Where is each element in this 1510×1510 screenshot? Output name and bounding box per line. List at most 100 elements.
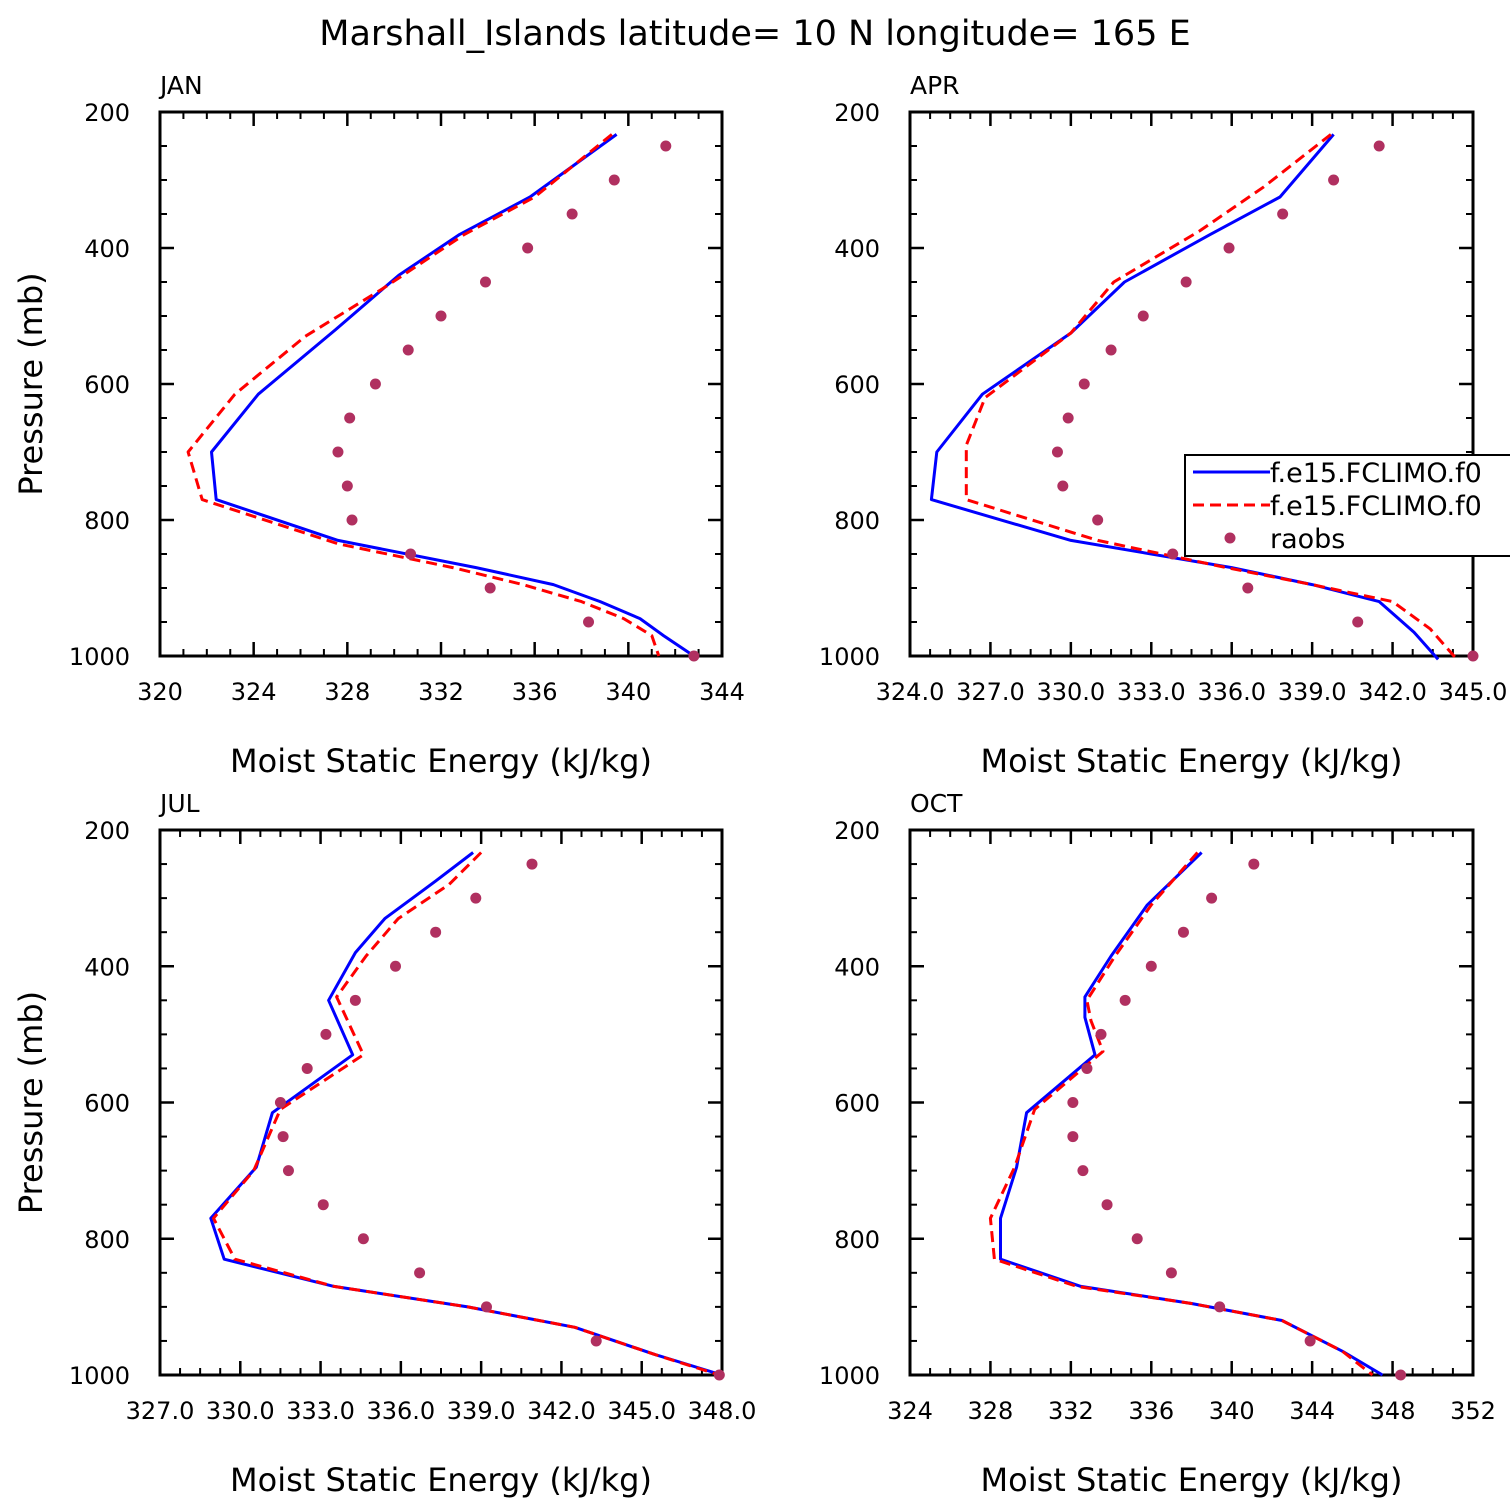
- raobs-point: [435, 310, 447, 322]
- x-tick-label: 345.0: [1439, 678, 1508, 706]
- x-tick-label: 339.0: [447, 1397, 516, 1425]
- raobs-point: [414, 1267, 426, 1279]
- y-tick-label: 800: [834, 507, 880, 535]
- panel-label: OCT: [910, 789, 963, 818]
- x-tick-label: 344: [699, 678, 745, 706]
- y-tick-label: 1000: [819, 643, 880, 671]
- y-tick-label: 200: [84, 99, 130, 127]
- legend-label: f.e15.FCLIMO.f0: [1270, 491, 1482, 522]
- raobs-point: [1177, 926, 1189, 938]
- x-axis-title: Moist Static Energy (kJ/kg): [230, 1461, 652, 1499]
- raobs-point: [341, 480, 353, 492]
- panel-label: JUL: [158, 789, 200, 818]
- series-line-dashed: [964, 133, 1459, 661]
- raobs-point: [1352, 616, 1364, 628]
- y-tick-label: 400: [834, 235, 880, 263]
- y-tick-label: 400: [84, 953, 130, 981]
- raobs-point: [1105, 344, 1117, 356]
- plot-frame: [158, 110, 724, 658]
- raobs-point: [349, 994, 361, 1006]
- raobs-point: [344, 412, 356, 424]
- raobs-point: [405, 548, 417, 560]
- raobs-point: [1242, 582, 1254, 594]
- series-line-solid: [210, 133, 695, 658]
- raobs-point: [688, 650, 700, 662]
- raobs-point: [1078, 378, 1090, 390]
- raobs-point: [1165, 1267, 1177, 1279]
- x-tick-label: 348.0: [688, 1397, 757, 1425]
- raobs-point: [317, 1199, 329, 1211]
- y-tick-label: 600: [84, 1090, 130, 1118]
- raobs-point: [332, 446, 344, 458]
- series-line-dashed: [186, 133, 661, 657]
- x-tick-label: 340: [1209, 1397, 1255, 1425]
- raobs-point: [1057, 480, 1069, 492]
- x-tick-label: 333.0: [1117, 678, 1186, 706]
- raobs-point: [1067, 1131, 1079, 1143]
- raobs-point: [1395, 1369, 1407, 1381]
- series-line-dashed: [212, 851, 720, 1377]
- legend-dot: [1224, 532, 1236, 544]
- figure-title: Marshall_Islands latitude= 10 N longitud…: [319, 14, 1190, 54]
- raobs-point: [1248, 858, 1260, 870]
- y-tick-label: 1000: [819, 1362, 880, 1390]
- raobs-point: [583, 616, 595, 628]
- y-tick-label: 800: [834, 1226, 880, 1254]
- raobs-point: [1077, 1165, 1089, 1177]
- panel-oct: OCT 324 328 332 336 340 344 348 352 200 400 600 800 1…: [819, 789, 1496, 1499]
- panel-jul: JUL 327.0 330.0 333.0 336.0 339.0 342.0 345.0 34…: [12, 789, 756, 1499]
- raobs-point: [1277, 208, 1289, 220]
- y-tick-label: 200: [834, 99, 880, 127]
- x-tick-label: 320: [137, 678, 183, 706]
- x-tick-label: 327.0: [126, 1397, 195, 1425]
- x-tick-label: 345.0: [607, 1397, 676, 1425]
- raobs-point: [1101, 1199, 1113, 1211]
- x-tick-label: 324.0: [876, 678, 945, 706]
- x-tick-label: 328: [968, 1397, 1014, 1425]
- y-tick-label: 1000: [69, 1362, 130, 1390]
- raobs-point: [1373, 140, 1385, 152]
- raobs-point: [608, 174, 620, 186]
- y-tick-label: 800: [84, 507, 130, 535]
- raobs-point: [1092, 514, 1104, 526]
- x-tick-label: 328: [324, 678, 370, 706]
- plot-frame: [908, 110, 1475, 658]
- raobs-point: [1467, 650, 1479, 662]
- x-tick-label: 324: [887, 1397, 933, 1425]
- x-tick-label: 336.0: [1197, 678, 1266, 706]
- raobs-point: [320, 1028, 332, 1040]
- legend-label: f.e15.FCLIMO.f0: [1270, 458, 1482, 489]
- y-tick-label: 600: [834, 371, 880, 399]
- y-tick-label: 600: [84, 371, 130, 399]
- x-tick-label: 332: [1048, 1397, 1094, 1425]
- raobs-point: [479, 276, 491, 288]
- raobs-point: [357, 1233, 369, 1245]
- raobs-point: [1131, 1233, 1143, 1245]
- raobs-point: [369, 378, 381, 390]
- y-tick-label: 200: [84, 817, 130, 845]
- raobs-point: [484, 582, 496, 594]
- x-axis-title: Moist Static Energy (kJ/kg): [230, 742, 652, 780]
- raobs-point: [346, 514, 358, 526]
- x-axis-title: Moist Static Energy (kJ/kg): [981, 742, 1403, 780]
- x-tick-label: 324: [231, 678, 277, 706]
- raobs-point: [1304, 1335, 1316, 1347]
- series-line-solid: [999, 851, 1384, 1377]
- x-tick-label: 352: [1450, 1397, 1496, 1425]
- x-tick-label: 336: [1128, 1397, 1174, 1425]
- raobs-point: [390, 960, 402, 972]
- raobs-point: [430, 926, 442, 938]
- raobs-point: [1137, 310, 1149, 322]
- y-tick-label: 800: [84, 1226, 130, 1254]
- raobs-point: [660, 140, 672, 152]
- raobs-point: [402, 344, 414, 356]
- y-axis-title: Pressure (mb): [12, 272, 50, 495]
- series-line-dashed: [988, 851, 1374, 1377]
- x-tick-label: 333.0: [286, 1397, 355, 1425]
- plot-frame: [158, 828, 724, 1377]
- raobs-point: [1223, 242, 1235, 254]
- raobs-point: [1067, 1097, 1079, 1108]
- y-tick-label: 400: [834, 953, 880, 981]
- x-tick-label: 336.0: [366, 1397, 435, 1425]
